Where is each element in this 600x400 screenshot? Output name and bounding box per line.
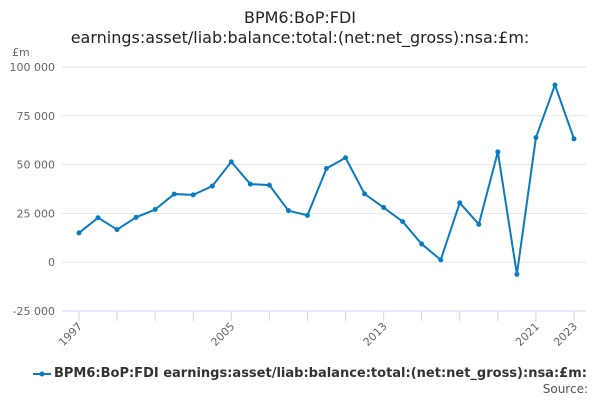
data-point (133, 214, 139, 220)
x-tick-label: 1997 (56, 320, 85, 349)
data-point (76, 230, 82, 236)
data-point (114, 227, 120, 233)
data-point (324, 166, 329, 172)
data-point (362, 191, 368, 197)
data-point (247, 181, 253, 187)
x-tick-label: 2023 (551, 320, 580, 349)
data-point (400, 219, 406, 225)
legend[interactable]: BPM6:BoP:FDI earnings:asset/liab:balance… (32, 366, 587, 381)
data-point (209, 183, 215, 189)
data-point (285, 208, 291, 214)
data-point (304, 212, 310, 218)
legend-line-icon (33, 371, 51, 376)
data-point (343, 155, 349, 161)
data-point (419, 241, 425, 247)
y-axis-label: £m (12, 46, 30, 59)
chart-title-line1: BPM6:BoP:FDI (243, 8, 357, 27)
data-point (95, 215, 101, 221)
data-point (495, 149, 501, 155)
data-point (190, 192, 196, 198)
y-tick-label: 0 (48, 256, 55, 269)
x-tick-label: 2005 (208, 320, 237, 349)
data-point (438, 257, 444, 263)
data-point (152, 206, 158, 212)
y-tick-label: 25 000 (17, 207, 56, 220)
chart-title-line2: earnings:asset/liab:balance:total:(net:n… (70, 28, 530, 47)
data-point (457, 200, 463, 206)
data-point (476, 221, 482, 227)
source-label: Source: (542, 382, 588, 396)
y-tick-label: 100 000 (10, 61, 56, 74)
legend-label: BPM6:BoP:FDI earnings:asset/liab:balance… (54, 366, 587, 381)
data-point (381, 205, 387, 211)
data-point (266, 182, 272, 188)
y-tick-label: 50 000 (17, 159, 56, 172)
data-point (533, 135, 539, 141)
series-line (78, 81, 575, 275)
y-tick-label: 75 000 (17, 110, 56, 123)
data-point (552, 82, 558, 88)
x-tick-label: 2013 (361, 320, 390, 349)
data-point (571, 136, 577, 142)
x-tick-label: 2021 (513, 320, 542, 349)
data-point (514, 271, 520, 277)
data-point (228, 159, 234, 165)
data-point (171, 191, 177, 197)
y-tick-label: -25 000 (13, 305, 55, 318)
